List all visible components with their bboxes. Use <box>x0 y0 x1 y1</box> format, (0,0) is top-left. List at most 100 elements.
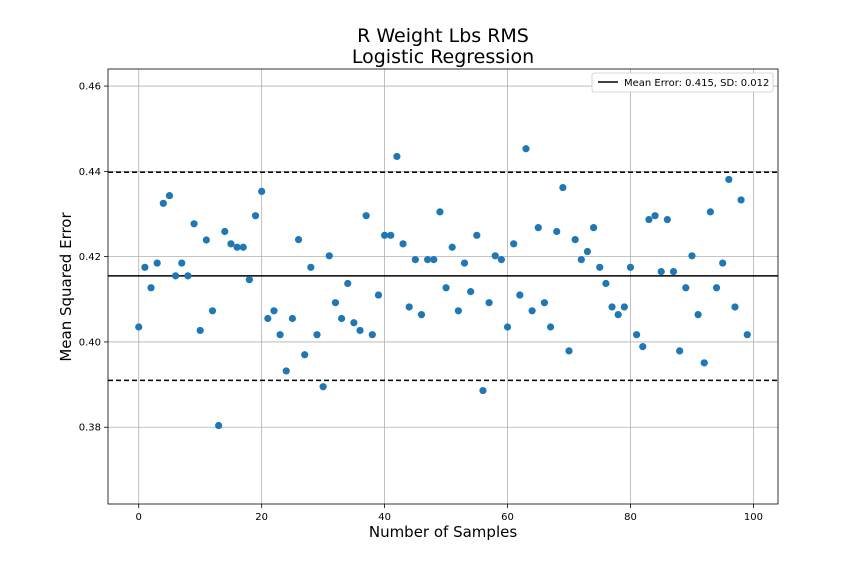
data-point <box>485 299 493 307</box>
data-point <box>356 326 364 335</box>
x-axis-ticks: 0 20 40 60 80 100 <box>136 504 763 523</box>
data-point <box>448 243 456 251</box>
data-point <box>387 231 395 239</box>
data-point <box>393 152 401 161</box>
data-point <box>596 263 604 271</box>
y-tick-label: 0.40 <box>79 337 101 348</box>
data-point <box>694 311 702 319</box>
y-tick-label: 0.42 <box>79 252 101 263</box>
data-point <box>344 279 352 288</box>
data-point <box>534 224 542 232</box>
data-point <box>688 252 696 260</box>
data-point <box>620 303 628 311</box>
data-point <box>227 240 235 248</box>
data-point <box>743 331 751 339</box>
data-point <box>184 272 192 280</box>
data-point <box>350 319 358 327</box>
data-point <box>221 227 229 236</box>
y-axis-label: Mean Squared Error <box>57 212 75 362</box>
data-point <box>565 347 573 355</box>
data-point <box>233 243 241 251</box>
x-tick-label: 20 <box>255 512 268 523</box>
data-point <box>368 331 376 339</box>
data-point <box>307 263 315 271</box>
data-points <box>135 145 751 430</box>
data-point <box>676 347 684 355</box>
data-point <box>540 299 549 307</box>
data-point <box>663 215 671 224</box>
y-tick-label: 0.44 <box>79 167 101 178</box>
data-point <box>639 343 647 351</box>
data-point <box>337 314 346 323</box>
data-point <box>178 259 186 267</box>
data-point <box>417 311 426 319</box>
data-point <box>491 252 499 260</box>
legend-box <box>591 72 774 93</box>
data-point <box>467 288 475 296</box>
reference-lines <box>108 171 778 382</box>
data-point <box>331 299 340 307</box>
data-point <box>325 252 333 260</box>
data-point <box>196 326 204 335</box>
data-point <box>239 243 247 251</box>
data-point <box>608 303 616 311</box>
data-point <box>411 256 419 264</box>
legend-label: Mean Error: 0.415, SD: 0.012 <box>624 78 769 89</box>
data-point <box>202 236 210 244</box>
x-tick-label: 40 <box>378 512 391 523</box>
y-tick-label: 0.38 <box>79 423 101 434</box>
data-point <box>546 323 555 331</box>
data-point <box>682 284 690 292</box>
data-point <box>719 259 727 267</box>
data-point <box>430 256 438 264</box>
data-point <box>436 208 444 216</box>
data-point <box>405 303 413 311</box>
x-tick-label: 60 <box>501 512 514 523</box>
data-point <box>172 272 180 280</box>
data-point <box>190 220 198 228</box>
data-point <box>159 199 167 207</box>
data-point <box>258 187 266 195</box>
data-point <box>313 331 321 339</box>
data-point <box>362 212 370 220</box>
data-point <box>245 276 253 284</box>
data-point <box>147 284 155 292</box>
data-point <box>651 212 659 220</box>
data-point <box>135 323 143 331</box>
data-point <box>424 256 432 264</box>
data-point <box>294 235 303 244</box>
data-point <box>288 314 297 323</box>
data-point <box>571 235 579 244</box>
data-point <box>737 196 745 204</box>
data-point <box>264 314 272 323</box>
x-tick-label: 0 <box>136 512 142 523</box>
data-point <box>583 247 592 256</box>
chart-subtitle: Logistic Regression <box>352 46 534 68</box>
x-tick-label: 80 <box>624 512 637 523</box>
data-point <box>479 386 487 395</box>
data-point <box>516 291 524 299</box>
data-point <box>208 307 217 315</box>
data-point <box>669 267 678 276</box>
data-point <box>657 267 665 276</box>
data-point <box>645 215 653 224</box>
data-point <box>454 307 462 315</box>
data-point <box>381 231 389 239</box>
data-point <box>276 331 284 339</box>
data-point <box>442 284 450 292</box>
data-point <box>399 240 407 248</box>
data-point <box>251 212 260 220</box>
data-point <box>528 307 536 315</box>
x-axis-label: Number of Samples <box>369 523 517 541</box>
data-point <box>473 231 481 239</box>
y-tick-label: 0.46 <box>79 82 101 93</box>
data-point <box>215 421 223 430</box>
data-point <box>522 145 530 153</box>
data-point <box>700 359 708 367</box>
y-axis-ticks: 0.38 0.40 0.42 0.44 0.46 <box>79 82 108 434</box>
data-point <box>614 311 622 319</box>
data-point <box>731 303 739 311</box>
data-point <box>503 323 512 331</box>
legend: Mean Error: 0.415, SD: 0.012 <box>591 72 774 93</box>
